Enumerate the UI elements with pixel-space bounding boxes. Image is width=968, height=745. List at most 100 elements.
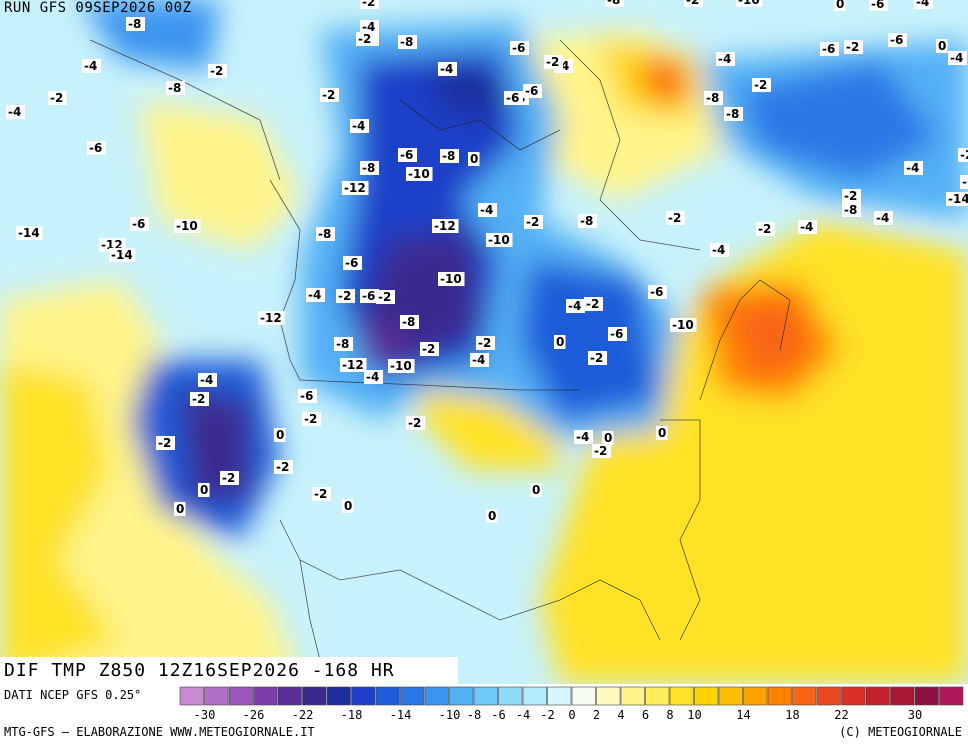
svg-text:0: 0 — [276, 428, 284, 442]
contour-label: 0 — [174, 502, 186, 516]
svg-text:-4: -4 — [440, 62, 453, 76]
svg-text:-8: -8 — [318, 227, 331, 241]
contour-label: -4 — [574, 430, 593, 444]
run-title: RUN GFS 09SEP2026 00Z — [4, 0, 192, 16]
svg-text:-2: -2 — [846, 40, 859, 54]
svg-text:-4: -4 — [800, 220, 813, 234]
color-bar-tick-label: 14 — [736, 708, 750, 722]
contour-label: -2 — [356, 32, 375, 46]
color-swatch — [302, 686, 327, 706]
svg-text:-4: -4 — [480, 203, 493, 217]
contour-label: -2 — [666, 211, 685, 225]
contour-label: -2 — [302, 412, 321, 426]
color-swatch — [498, 686, 523, 706]
map-title: DIF TMP Z850 12Z16SEP2026 -168 HR — [0, 657, 458, 684]
color-bar-tick-label: -6 — [491, 708, 505, 722]
color-bar-tick-label: 8 — [666, 708, 673, 722]
svg-text:-2: -2 — [192, 392, 205, 406]
contour-label: -6 — [869, 0, 888, 11]
contour-label: -4 — [716, 52, 735, 66]
svg-text:-2: -2 — [322, 88, 335, 102]
color-bar: -30 -26 -22 -18 -14 -10 -8 -6 -4 -2 0 2 4 6 8 10 14 18 22 3… — [178, 686, 966, 724]
svg-text:-14: -14 — [18, 226, 40, 240]
color-bar-tick-label: 6 — [642, 708, 649, 722]
svg-text:-12: -12 — [342, 358, 364, 372]
color-swatch — [816, 686, 841, 706]
contour-label: -14 — [109, 248, 136, 262]
contour-label: 0 — [486, 509, 498, 523]
svg-text:0: 0 — [556, 335, 564, 349]
contour-label: -4 — [350, 119, 369, 133]
color-swatch — [767, 686, 792, 706]
contour-label: -10 — [736, 0, 763, 7]
svg-text:-14: -14 — [948, 192, 968, 206]
contour-label: 0 — [198, 483, 210, 497]
contour-label: -4 — [874, 211, 893, 225]
svg-text:-2: -2 — [222, 471, 235, 485]
svg-text:-4: -4 — [950, 51, 963, 65]
contour-label: -8 — [166, 81, 185, 95]
contour-label: -4 — [904, 161, 923, 175]
svg-text:-8: -8 — [362, 161, 375, 175]
svg-text:-8: -8 — [400, 35, 413, 49]
credit-left: MTG-GFS – ELABORAZIONE WWW.METEOGIORNALE… — [4, 725, 315, 739]
contour-label: -8 — [724, 107, 743, 121]
contour-label: 0 — [274, 428, 286, 442]
svg-text:-8: -8 — [128, 17, 141, 31]
contour-label: -10 — [174, 219, 201, 233]
contour-label: -6 — [888, 33, 907, 47]
weather-map: -8-2-4-20-6-4-8-2-10-2-8-6-4-2-4-8-6-6-8… — [0, 0, 968, 684]
svg-text:-2: -2 — [586, 297, 599, 311]
color-swatch — [204, 686, 229, 706]
color-bar-tick-label: 0 — [568, 708, 575, 722]
svg-text:-10: -10 — [390, 359, 412, 373]
contour-label: -8 — [126, 17, 145, 31]
color-bar-tick-label: -2 — [540, 708, 554, 722]
data-source: DATI NCEP GFS 0.25° — [4, 688, 142, 702]
contour-label: 0 — [936, 39, 948, 53]
svg-text:0: 0 — [836, 0, 844, 11]
svg-text:-2: -2 — [594, 444, 607, 458]
color-swatch — [620, 686, 645, 706]
svg-text:-6: -6 — [610, 327, 623, 341]
contour-label: -4 — [360, 20, 379, 34]
contour-label: -6 — [523, 84, 542, 98]
contour-label: -2 — [376, 290, 395, 304]
svg-text:0: 0 — [200, 483, 208, 497]
contour-label: -2 — [320, 88, 339, 102]
svg-text:-2: -2 — [422, 342, 435, 356]
contour-label: -2 — [752, 78, 771, 92]
contour-label: -10 — [670, 318, 697, 332]
contour-label: -12 — [340, 358, 367, 372]
contour-label: -4 — [82, 59, 101, 73]
svg-text:0: 0 — [658, 426, 666, 440]
svg-text:-2: -2 — [686, 0, 699, 7]
color-bar-tick-label: -26 — [243, 708, 265, 722]
svg-text:-2: -2 — [668, 211, 681, 225]
svg-text:-4: -4 — [916, 0, 929, 9]
color-swatch — [547, 686, 572, 706]
contour-label: -8 — [398, 35, 417, 49]
svg-text:-10: -10 — [440, 272, 462, 286]
contour-label: -8 — [440, 149, 459, 163]
svg-text:-12: -12 — [260, 311, 282, 325]
contour-label: -2 — [312, 487, 331, 501]
color-swatch — [939, 686, 964, 706]
contour-label: -8 — [400, 315, 419, 329]
svg-text:-2: -2 — [276, 460, 289, 474]
svg-text:-4: -4 — [906, 161, 919, 175]
color-swatch — [473, 686, 498, 706]
svg-text:-4: -4 — [718, 52, 731, 66]
svg-text:-6: -6 — [962, 175, 968, 189]
svg-text:-6: -6 — [300, 389, 313, 403]
color-bar-tick-label: 18 — [785, 708, 799, 722]
color-bar-tick-label: 30 — [908, 708, 922, 722]
color-swatch — [179, 686, 204, 706]
contour-label: 0 — [602, 431, 614, 445]
svg-text:-6: -6 — [822, 42, 835, 56]
contour-label: -2 — [756, 222, 775, 236]
contour-label: -4 — [566, 299, 585, 313]
svg-text:-4: -4 — [576, 430, 589, 444]
svg-text:-10: -10 — [488, 233, 510, 247]
color-swatch — [694, 686, 719, 706]
